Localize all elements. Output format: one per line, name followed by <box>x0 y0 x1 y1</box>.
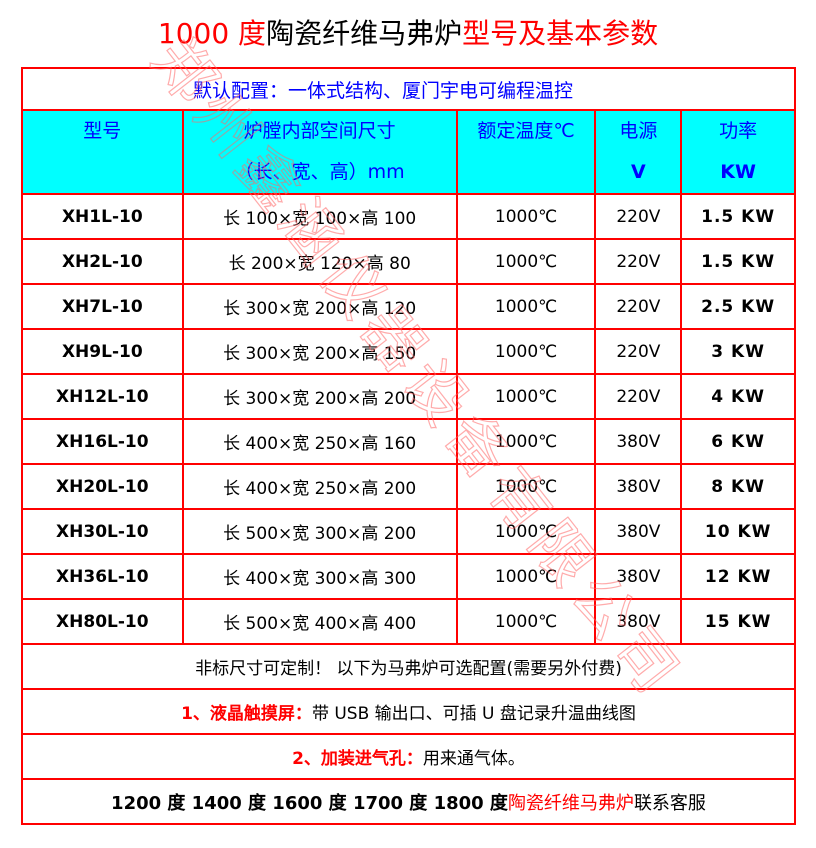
cell-temp: 1000℃ <box>455 193 597 240</box>
cell-size: 长 200×宽 120×高 80 <box>181 238 458 285</box>
cell-size: 长 300×宽 200×高 200 <box>181 373 458 420</box>
cell-power: 8 KW <box>680 463 796 510</box>
cell-model: XH12L-10 <box>21 373 184 420</box>
cell-temp: 1000℃ <box>455 238 597 285</box>
cell-model: XH36L-10 <box>21 553 184 600</box>
cell-size: 长 400×宽 250×高 200 <box>181 463 458 510</box>
table-row: XH20L-10 长 400×宽 250×高 200 1000℃ 380V 8 KW <box>21 463 796 510</box>
table-row: XH80L-10 长 500×宽 400×高 400 1000℃ 380V 15 KW <box>21 598 796 645</box>
cell-temp: 1000℃ <box>455 283 597 330</box>
cell-voltage: 380V <box>594 463 683 510</box>
table-row: XH2L-10 长 200×宽 120×高 80 1000℃ 220V 1.5 KW <box>21 238 796 285</box>
cell-voltage: 380V <box>594 418 683 465</box>
cell-model: XH30L-10 <box>21 508 184 555</box>
contact-note: 1200 度 1400 度 1600 度 1700 度 1800 度陶瓷纤维马弗… <box>21 778 796 825</box>
cell-model: XH20L-10 <box>21 463 184 510</box>
cell-size: 长 400×宽 300×高 300 <box>181 553 458 600</box>
cell-voltage: 220V <box>594 283 683 330</box>
cell-voltage: 220V <box>594 193 683 240</box>
cell-power: 3 KW <box>680 328 796 375</box>
header-voltage: 电源 V <box>594 109 683 195</box>
cell-power: 2.5 KW <box>680 283 796 330</box>
header-size: 炉膛内部空间尺寸 （长、宽、高）mm <box>181 109 458 195</box>
cell-temp: 1000℃ <box>455 418 597 465</box>
table-row: XH1L-10 长 100×宽 100×高 100 1000℃ 220V 1.5 KW <box>21 193 796 240</box>
cell-model: XH1L-10 <box>21 193 184 240</box>
cell-voltage: 380V <box>594 598 683 645</box>
option-2: 2、加装进气孔：用来通气体。 <box>21 733 796 780</box>
cell-voltage: 220V <box>594 238 683 285</box>
cell-size: 长 500×宽 400×高 400 <box>181 598 458 645</box>
table-row: XH16L-10 长 400×宽 250×高 160 1000℃ 380V 6 KW <box>21 418 796 465</box>
cell-power: 15 KW <box>680 598 796 645</box>
cell-model: XH80L-10 <box>21 598 184 645</box>
cell-size: 长 300×宽 200×高 120 <box>181 283 458 330</box>
custom-note: 非标尺寸可定制！ 以下为马弗炉可选配置(需要另外付费) <box>21 643 796 690</box>
cell-model: XH16L-10 <box>21 418 184 465</box>
header-power: 功率 KW <box>680 109 796 195</box>
header-temp: 额定温度℃ <box>455 109 597 195</box>
cell-voltage: 380V <box>594 553 683 600</box>
cell-temp: 1000℃ <box>455 553 597 600</box>
option-1: 1、液晶触摸屏：带 USB 输出口、可插 U 盘记录升温曲线图 <box>21 688 796 735</box>
cell-power: 10 KW <box>680 508 796 555</box>
cell-temp: 1000℃ <box>455 328 597 375</box>
cell-voltage: 220V <box>594 373 683 420</box>
cell-model: XH9L-10 <box>21 328 184 375</box>
header-model: 型号 <box>21 109 184 195</box>
cell-power: 6 KW <box>680 418 796 465</box>
table-row: XH12L-10 长 300×宽 200×高 200 1000℃ 220V 4 KW <box>21 373 796 420</box>
spec-table: 默认配置：一体式结构、厦门宇电可编程温控 型号 炉膛内部空间尺寸 （长、宽、高）m… <box>21 67 796 825</box>
cell-temp: 1000℃ <box>455 373 597 420</box>
table-row: XH9L-10 长 300×宽 200×高 150 1000℃ 220V 3 KW <box>21 328 796 375</box>
table-row: XH36L-10 长 400×宽 300×高 300 1000℃ 380V 12 KW <box>21 553 796 600</box>
cell-power: 12 KW <box>680 553 796 600</box>
cell-temp: 1000℃ <box>455 508 597 555</box>
cell-size: 长 500×宽 300×高 200 <box>181 508 458 555</box>
cell-voltage: 380V <box>594 508 683 555</box>
cell-power: 1.5 KW <box>680 238 796 285</box>
page-title: 1000 度陶瓷纤维马弗炉型号及基本参数 <box>157 17 659 50</box>
default-config: 默认配置：一体式结构、厦门宇电可编程温控 <box>21 67 796 111</box>
cell-power: 1.5 KW <box>680 193 796 240</box>
cell-size: 长 400×宽 250×高 160 <box>181 418 458 465</box>
cell-size: 长 100×宽 100×高 100 <box>181 193 458 240</box>
cell-temp: 1000℃ <box>455 598 597 645</box>
cell-size: 长 300×宽 200×高 150 <box>181 328 458 375</box>
cell-voltage: 220V <box>594 328 683 375</box>
cell-temp: 1000℃ <box>455 463 597 510</box>
cell-model: XH2L-10 <box>21 238 184 285</box>
table-row: XH7L-10 长 300×宽 200×高 120 1000℃ 220V 2.5 KW <box>21 283 796 330</box>
cell-model: XH7L-10 <box>21 283 184 330</box>
table-row: XH30L-10 长 500×宽 300×高 200 1000℃ 380V 10 KW <box>21 508 796 555</box>
cell-power: 4 KW <box>680 373 796 420</box>
